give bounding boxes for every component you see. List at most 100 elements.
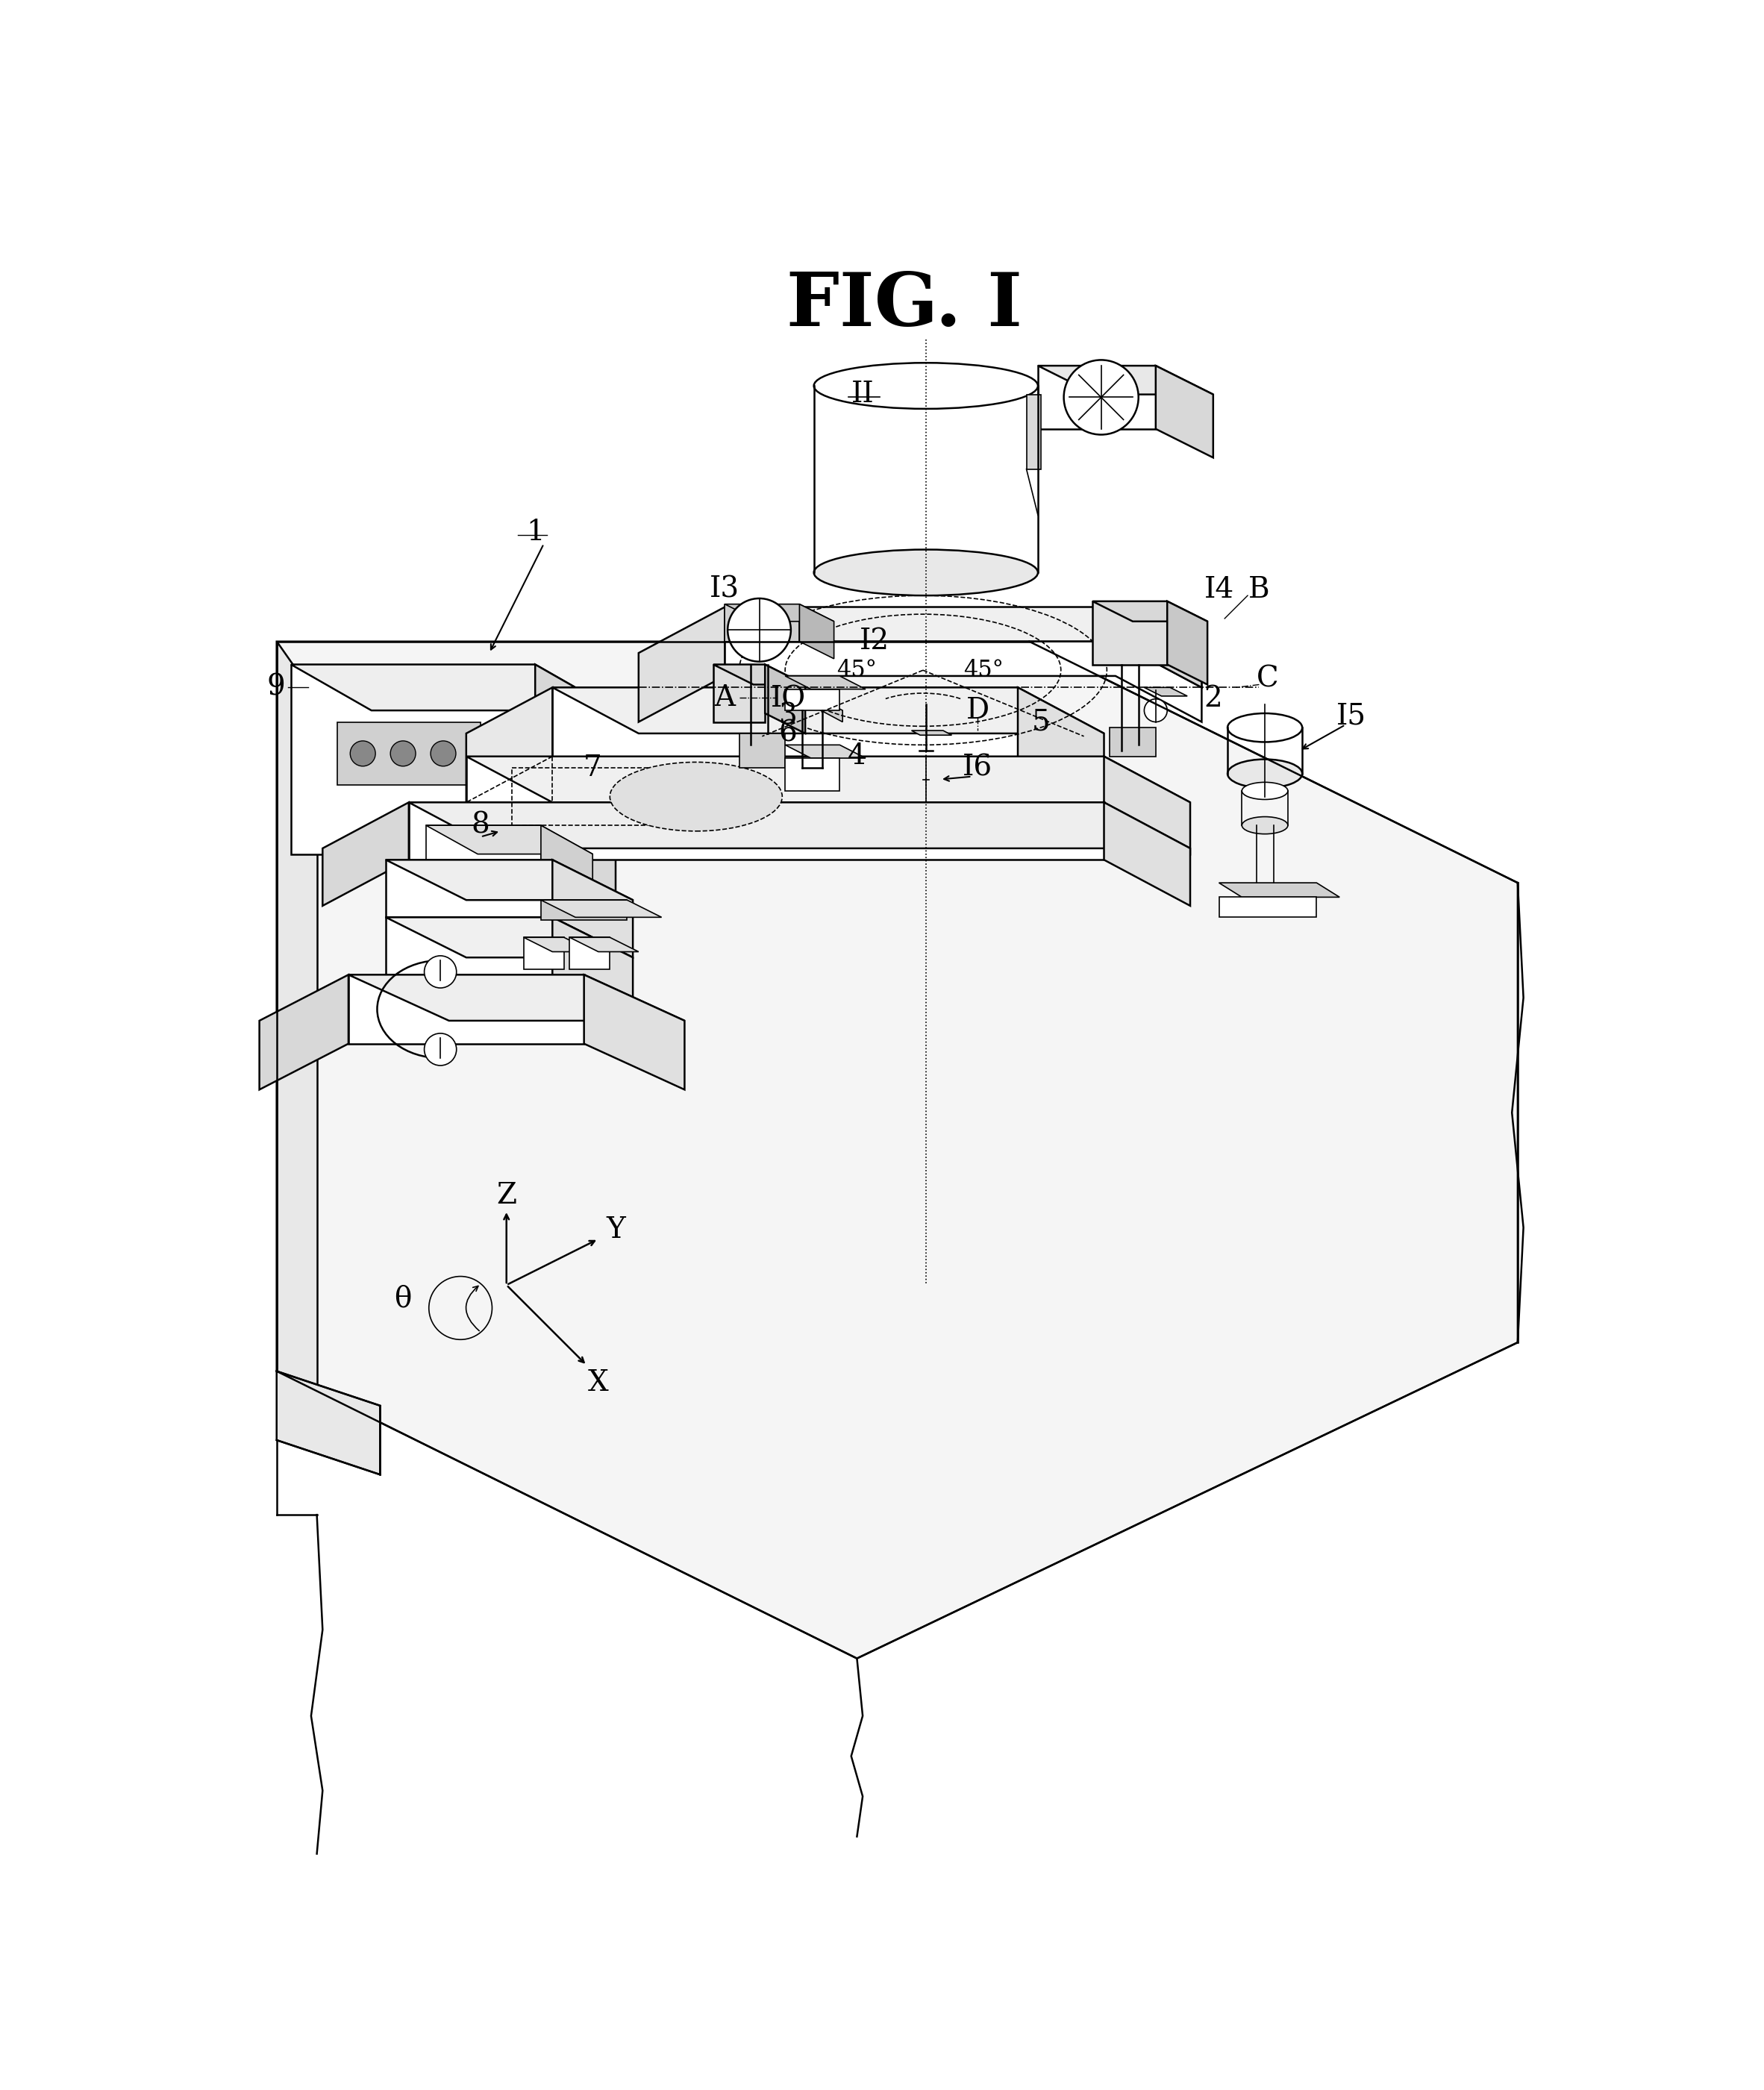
Text: I2: I2 bbox=[859, 627, 889, 656]
Polygon shape bbox=[524, 938, 564, 970]
Polygon shape bbox=[785, 675, 866, 690]
Polygon shape bbox=[1104, 803, 1191, 905]
Ellipse shape bbox=[1228, 713, 1302, 742]
Polygon shape bbox=[713, 665, 804, 686]
Polygon shape bbox=[552, 688, 1104, 734]
Polygon shape bbox=[912, 732, 953, 736]
Circle shape bbox=[390, 740, 416, 767]
Text: 9: 9 bbox=[266, 673, 286, 702]
Polygon shape bbox=[349, 974, 584, 1043]
Polygon shape bbox=[542, 901, 662, 918]
Ellipse shape bbox=[813, 364, 1037, 410]
Polygon shape bbox=[570, 938, 610, 970]
Polygon shape bbox=[1037, 366, 1214, 395]
Text: I4: I4 bbox=[1203, 577, 1235, 604]
Polygon shape bbox=[524, 938, 593, 951]
Ellipse shape bbox=[813, 550, 1037, 596]
Polygon shape bbox=[725, 604, 834, 621]
Polygon shape bbox=[1168, 602, 1207, 686]
Ellipse shape bbox=[1242, 782, 1288, 800]
Polygon shape bbox=[725, 606, 1201, 688]
Polygon shape bbox=[386, 918, 633, 957]
Polygon shape bbox=[730, 688, 843, 721]
Text: II: II bbox=[852, 380, 875, 408]
Circle shape bbox=[729, 598, 790, 663]
Polygon shape bbox=[766, 665, 804, 734]
Polygon shape bbox=[466, 757, 1191, 803]
Polygon shape bbox=[466, 688, 552, 803]
Polygon shape bbox=[725, 604, 799, 642]
Polygon shape bbox=[409, 803, 1104, 859]
Polygon shape bbox=[386, 859, 633, 901]
Polygon shape bbox=[570, 938, 639, 951]
Polygon shape bbox=[277, 642, 318, 1430]
Polygon shape bbox=[427, 826, 593, 855]
Circle shape bbox=[430, 740, 455, 767]
Polygon shape bbox=[1115, 606, 1201, 688]
Polygon shape bbox=[386, 859, 552, 918]
Text: I6: I6 bbox=[963, 754, 993, 782]
Text: I3: I3 bbox=[709, 577, 739, 604]
Text: A: A bbox=[714, 683, 736, 711]
Polygon shape bbox=[1018, 688, 1104, 803]
Polygon shape bbox=[1219, 897, 1316, 918]
Text: 1: 1 bbox=[526, 518, 545, 545]
Text: 5: 5 bbox=[1032, 709, 1050, 736]
Polygon shape bbox=[386, 918, 552, 974]
Polygon shape bbox=[739, 734, 785, 767]
Text: 2: 2 bbox=[1205, 686, 1222, 713]
Polygon shape bbox=[1027, 395, 1041, 468]
Polygon shape bbox=[1110, 727, 1155, 757]
Text: 6: 6 bbox=[778, 719, 797, 748]
Text: θ: θ bbox=[395, 1285, 411, 1313]
Polygon shape bbox=[1145, 688, 1187, 696]
Polygon shape bbox=[552, 918, 633, 1016]
Polygon shape bbox=[1104, 757, 1191, 855]
Polygon shape bbox=[542, 826, 593, 901]
Polygon shape bbox=[349, 974, 684, 1020]
Polygon shape bbox=[534, 665, 616, 901]
Polygon shape bbox=[713, 665, 766, 721]
Polygon shape bbox=[337, 721, 480, 786]
Circle shape bbox=[1145, 698, 1168, 721]
Ellipse shape bbox=[1242, 817, 1288, 834]
Polygon shape bbox=[427, 826, 542, 872]
Polygon shape bbox=[1155, 366, 1214, 458]
Polygon shape bbox=[785, 759, 840, 790]
Polygon shape bbox=[291, 665, 616, 711]
Polygon shape bbox=[277, 642, 1517, 1659]
Ellipse shape bbox=[1228, 759, 1302, 788]
Polygon shape bbox=[1037, 366, 1155, 428]
Polygon shape bbox=[785, 744, 866, 759]
Text: Z: Z bbox=[496, 1183, 517, 1210]
Circle shape bbox=[351, 740, 376, 767]
Polygon shape bbox=[277, 1371, 379, 1476]
Text: 3: 3 bbox=[778, 702, 797, 729]
Text: C: C bbox=[1256, 665, 1279, 692]
Text: 45°: 45° bbox=[963, 658, 1004, 681]
Polygon shape bbox=[552, 859, 633, 957]
Polygon shape bbox=[409, 803, 1191, 849]
Text: D: D bbox=[967, 696, 990, 725]
Text: B: B bbox=[1249, 577, 1270, 604]
Polygon shape bbox=[323, 803, 409, 905]
Polygon shape bbox=[466, 757, 1104, 803]
Polygon shape bbox=[542, 901, 628, 920]
Text: I5: I5 bbox=[1335, 702, 1365, 729]
Polygon shape bbox=[799, 604, 834, 658]
Polygon shape bbox=[639, 606, 725, 721]
Polygon shape bbox=[725, 642, 1201, 721]
Polygon shape bbox=[1219, 882, 1339, 897]
Ellipse shape bbox=[610, 763, 781, 832]
Text: X: X bbox=[587, 1369, 609, 1396]
Text: IO: IO bbox=[771, 686, 806, 713]
Text: 7: 7 bbox=[584, 754, 602, 782]
Circle shape bbox=[425, 1032, 457, 1066]
Text: 45°: 45° bbox=[836, 658, 877, 681]
Polygon shape bbox=[785, 690, 840, 711]
Polygon shape bbox=[259, 974, 349, 1089]
Text: Y: Y bbox=[607, 1216, 624, 1244]
Text: 8: 8 bbox=[471, 811, 490, 840]
Polygon shape bbox=[584, 974, 684, 1089]
Text: 4: 4 bbox=[848, 742, 866, 771]
